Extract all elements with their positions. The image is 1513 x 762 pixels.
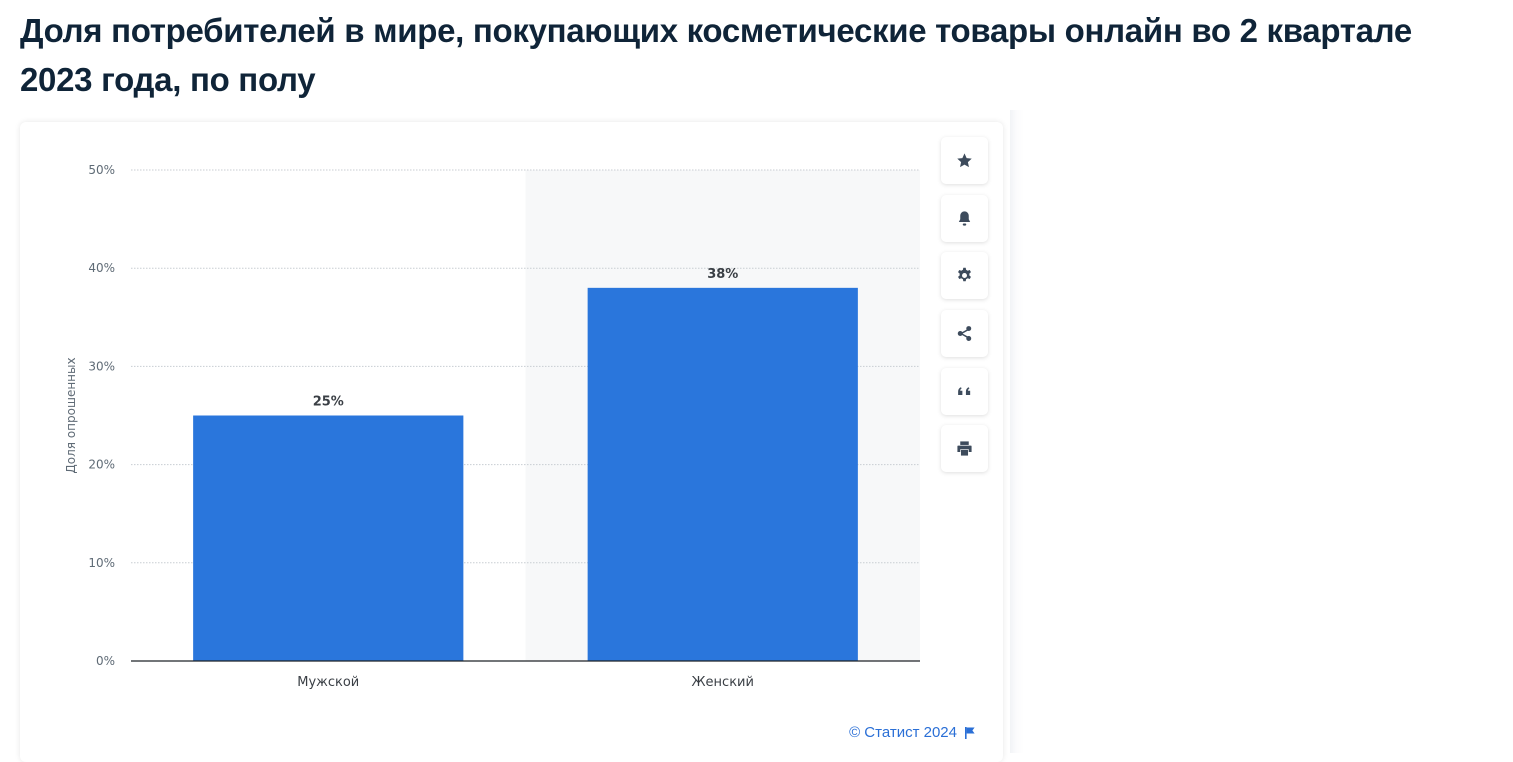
data-label: 38% (707, 267, 738, 282)
sidebar-panel (1010, 110, 1513, 753)
page-title: Доля потребителей в мире, покупающих кос… (20, 12, 1412, 98)
y-tick-label: 40% (88, 261, 115, 275)
bell-icon (958, 211, 971, 226)
y-tick-label: 50% (88, 163, 115, 177)
y-tick-label: 30% (88, 359, 115, 373)
share-button[interactable] (941, 310, 988, 357)
data-label: 25% (313, 395, 344, 410)
x-tick-label: Мужской (297, 675, 359, 690)
copyright-link[interactable]: © Статист 2024 (849, 724, 975, 741)
settings-button[interactable] (941, 252, 988, 299)
print-icon (957, 441, 972, 456)
chart-card: 0% 10% 20% 30% 40% 50% 25% Мужской 38% Женский Дол… (20, 122, 1003, 762)
y-tick-label: 10% (88, 556, 115, 570)
print-button[interactable] (941, 425, 988, 472)
flag-icon (965, 726, 975, 739)
y-tick-label: 20% (88, 458, 115, 472)
share-icon (957, 326, 972, 341)
bar (193, 415, 464, 661)
bar (587, 287, 858, 661)
cite-button[interactable] (941, 368, 988, 415)
gear-icon (958, 267, 971, 282)
notification-button[interactable] (941, 195, 988, 242)
y-axis-title: Доля опрошенных (64, 357, 78, 473)
favorite-button[interactable] (941, 137, 988, 184)
star-icon (957, 153, 972, 168)
quote-icon (958, 387, 971, 396)
bar-chart: 0% 10% 20% 30% 40% 50% 25% Мужской 38% Женский Дол… (64, 163, 920, 690)
copyright-text[interactable]: © Статист 2024 (849, 724, 957, 741)
x-tick-label: Женский (692, 675, 754, 690)
y-tick-label: 0% (96, 654, 115, 668)
